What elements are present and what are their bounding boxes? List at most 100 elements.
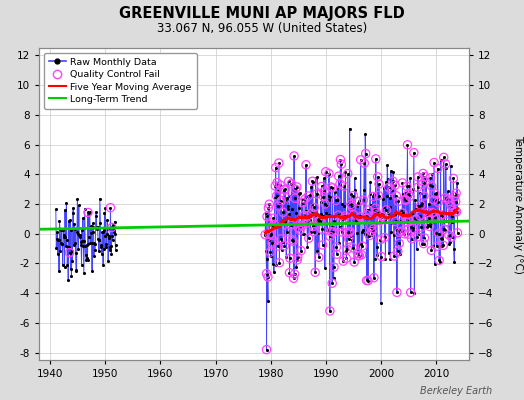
- Point: [270, 195, 279, 201]
- Point: [341, 169, 350, 176]
- Point: [381, 256, 390, 262]
- Point: [402, 219, 411, 226]
- Point: [433, 196, 442, 202]
- Point: [359, 197, 368, 203]
- Point: [297, 223, 305, 229]
- Point: [402, 218, 410, 225]
- Point: [349, 192, 357, 199]
- Point: [101, 233, 109, 239]
- Point: [314, 230, 322, 236]
- Point: [335, 224, 344, 230]
- Point: [378, 213, 386, 220]
- Point: [344, 236, 353, 242]
- Point: [263, 270, 271, 277]
- Point: [103, 230, 111, 237]
- Point: [282, 254, 290, 260]
- Point: [353, 230, 361, 237]
- Point: [289, 238, 297, 244]
- Point: [382, 207, 390, 213]
- Point: [91, 246, 99, 253]
- Point: [304, 193, 312, 199]
- Point: [69, 205, 78, 211]
- Point: [318, 226, 326, 232]
- Point: [296, 190, 304, 196]
- Point: [270, 221, 279, 228]
- Point: [288, 236, 297, 243]
- Point: [374, 209, 383, 215]
- Point: [428, 183, 436, 190]
- Point: [87, 223, 95, 229]
- Point: [310, 228, 318, 235]
- Point: [381, 216, 389, 223]
- Point: [108, 233, 116, 240]
- Point: [335, 239, 343, 246]
- Point: [60, 264, 69, 270]
- Point: [310, 204, 319, 211]
- Point: [310, 228, 318, 235]
- Point: [448, 218, 456, 225]
- Point: [321, 201, 330, 207]
- Point: [294, 190, 303, 197]
- Point: [63, 237, 71, 244]
- Point: [332, 244, 341, 250]
- Point: [322, 168, 330, 175]
- Point: [355, 252, 364, 259]
- Point: [108, 237, 117, 243]
- Point: [343, 230, 351, 236]
- Point: [322, 210, 331, 216]
- Point: [341, 215, 349, 222]
- Point: [385, 184, 393, 191]
- Point: [399, 191, 408, 198]
- Point: [306, 217, 314, 223]
- Point: [339, 258, 347, 264]
- Point: [103, 217, 112, 223]
- Point: [270, 221, 279, 228]
- Point: [285, 178, 293, 185]
- Point: [332, 197, 340, 204]
- Point: [326, 233, 334, 240]
- Point: [307, 184, 315, 190]
- Point: [293, 257, 301, 263]
- Y-axis label: Temperature Anomaly (°C): Temperature Anomaly (°C): [513, 134, 523, 274]
- Point: [57, 227, 66, 234]
- Point: [93, 226, 101, 232]
- Point: [53, 229, 61, 236]
- Point: [84, 241, 93, 247]
- Point: [100, 227, 108, 234]
- Point: [369, 226, 378, 232]
- Point: [446, 163, 455, 170]
- Point: [305, 214, 313, 221]
- Point: [93, 224, 101, 230]
- Point: [374, 174, 382, 180]
- Point: [92, 213, 100, 219]
- Point: [412, 216, 420, 222]
- Point: [435, 242, 444, 249]
- Point: [266, 232, 274, 238]
- Point: [77, 242, 85, 248]
- Point: [326, 184, 335, 190]
- Point: [372, 156, 380, 162]
- Point: [367, 228, 376, 235]
- Point: [342, 248, 350, 254]
- Point: [396, 250, 405, 257]
- Point: [442, 218, 451, 225]
- Point: [352, 217, 360, 224]
- Point: [356, 157, 365, 163]
- Point: [96, 242, 105, 248]
- Point: [435, 257, 443, 264]
- Point: [444, 196, 453, 202]
- Point: [281, 186, 290, 192]
- Point: [414, 174, 422, 180]
- Point: [368, 232, 376, 238]
- Point: [364, 278, 372, 284]
- Point: [419, 181, 427, 188]
- Point: [83, 257, 92, 263]
- Point: [441, 161, 450, 167]
- Point: [381, 179, 390, 185]
- Point: [398, 180, 407, 186]
- Point: [370, 274, 378, 281]
- Point: [99, 262, 107, 268]
- Point: [404, 190, 412, 197]
- Point: [391, 218, 400, 225]
- Point: [421, 174, 429, 180]
